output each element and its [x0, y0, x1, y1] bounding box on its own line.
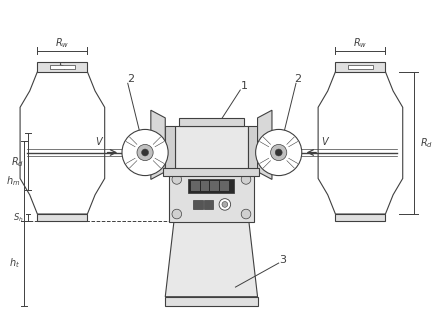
Circle shape [141, 149, 148, 156]
Circle shape [171, 175, 181, 184]
Bar [247, 126, 257, 172]
Text: $R_w$: $R_w$ [352, 36, 367, 50]
Circle shape [122, 129, 168, 176]
Text: $R_d$: $R_d$ [419, 136, 432, 150]
Bar [210, 182, 219, 191]
Circle shape [219, 199, 230, 210]
Circle shape [171, 209, 181, 219]
Text: V: V [321, 137, 327, 147]
Text: 2: 2 [126, 74, 134, 84]
Text: 3: 3 [279, 255, 286, 265]
Circle shape [241, 209, 250, 219]
Text: $h_m$: $h_m$ [6, 174, 20, 188]
Bar [37, 214, 87, 221]
Polygon shape [165, 222, 257, 297]
Bar [335, 62, 385, 72]
Bar [191, 182, 199, 191]
Circle shape [255, 129, 301, 176]
Bar [188, 180, 234, 193]
Bar [201, 182, 209, 191]
Circle shape [270, 145, 286, 161]
Text: 1: 1 [241, 81, 248, 91]
Circle shape [221, 202, 227, 207]
Text: $h_t$: $h_t$ [9, 257, 20, 271]
Bar [220, 182, 228, 191]
Polygon shape [257, 110, 271, 180]
Polygon shape [20, 72, 105, 214]
Text: V: V [95, 137, 102, 147]
Bar [169, 172, 253, 222]
Bar [193, 200, 202, 209]
Bar [50, 65, 75, 69]
Bar [335, 214, 385, 221]
Bar [165, 126, 174, 172]
Bar [165, 297, 257, 306]
Bar [163, 168, 259, 176]
Text: $R_w$: $R_w$ [55, 36, 69, 50]
Bar [174, 126, 247, 172]
Text: $S_h$: $S_h$ [13, 211, 24, 224]
Polygon shape [151, 110, 165, 180]
Bar [347, 65, 372, 69]
Circle shape [137, 145, 153, 161]
Bar [203, 200, 213, 209]
Circle shape [275, 149, 282, 156]
Text: $R_d$: $R_d$ [11, 155, 24, 169]
Text: 2: 2 [293, 74, 300, 84]
Bar [37, 62, 87, 72]
Circle shape [241, 175, 250, 184]
Bar [178, 118, 243, 126]
Polygon shape [317, 72, 402, 214]
Text: $S_l$: $S_l$ [58, 61, 67, 73]
